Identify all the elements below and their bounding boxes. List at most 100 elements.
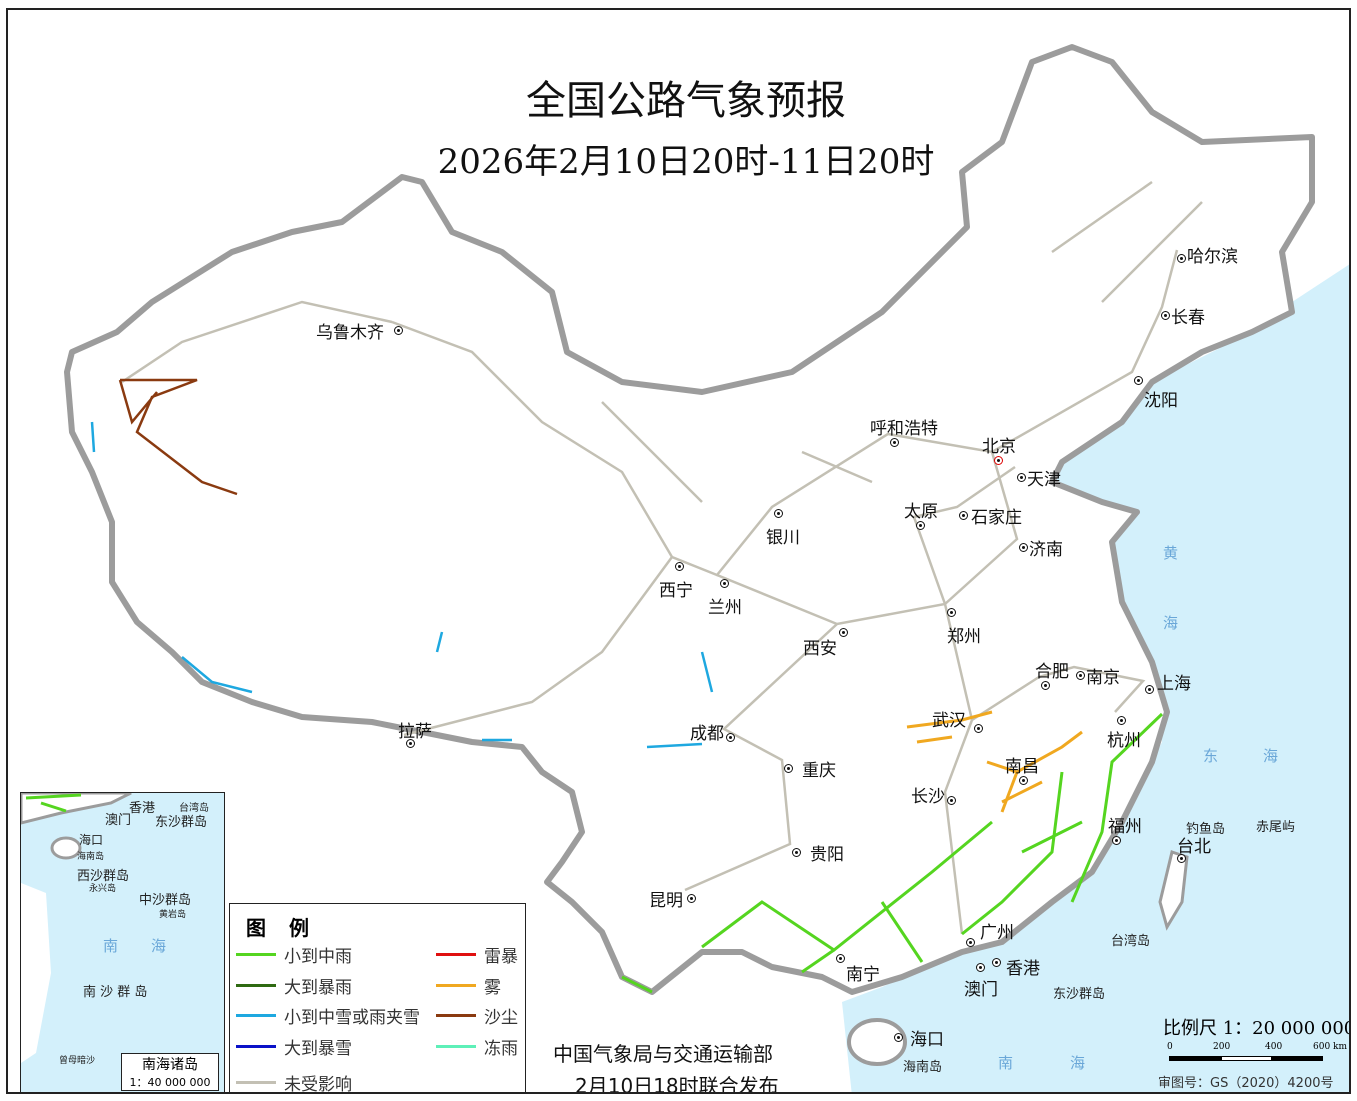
city-label: 天津 [1027, 470, 1061, 490]
city-label: 杭州 [1107, 731, 1141, 751]
roads-light-rain [621, 712, 1164, 994]
legend-label: 冻雨 [484, 1039, 518, 1059]
legend-swatch [236, 953, 276, 956]
scale-bar: 比例尺 1：20 000 000 0 200 400 600 km [1163, 1014, 1351, 1062]
sea-label: 海 [1163, 614, 1179, 632]
city-marker-icon [836, 954, 845, 963]
city-marker-icon [994, 456, 1003, 465]
inset-label: 黄岩岛 [159, 910, 187, 920]
sea-label: 海 [1263, 747, 1279, 765]
roads-sand-dust [118, 378, 238, 496]
city-marker-icon [1019, 543, 1028, 552]
city-label: 石家庄 [971, 508, 1022, 528]
legend-swatch [236, 1045, 276, 1048]
map-title: 全国公路气象预报 [526, 78, 846, 124]
city-marker-icon [1076, 671, 1085, 680]
city-label: 西宁 [659, 581, 693, 601]
inset-label: 东沙群岛 [155, 815, 208, 830]
publisher: 中国气象局与交通运输部 [553, 1042, 773, 1066]
legend-item: 沙尘 [436, 1003, 518, 1028]
roads-unaffected [121, 180, 1203, 935]
legend-title: 图 例 [246, 916, 317, 940]
city-label: 武汉 [932, 711, 966, 731]
south-china-sea-inset: 香港 澳门 台湾岛 东沙群岛 海口 海南岛 西沙群岛 永兴岛 中沙群岛 黄岩岛南 海南 沙 群 岛曾… [20, 792, 225, 1092]
inset-label: 曾母暗沙 [59, 1056, 96, 1066]
city-label: 北京 [982, 437, 1016, 457]
roads-light-snow [90, 421, 714, 749]
map-subtitle: 2026年2月10日20时-11日20时 [437, 142, 935, 182]
sea-label: 东 [1203, 747, 1219, 765]
sea-label: 海 [1070, 1054, 1086, 1072]
city-label: 成都 [690, 724, 724, 744]
city-marker-icon [675, 562, 684, 571]
legend-item: 大到暴雨 [236, 973, 352, 998]
island-label: 台湾岛 [1111, 934, 1151, 949]
city-marker-icon [1017, 473, 1026, 482]
scale-tick: 200 [1213, 1042, 1231, 1052]
city-marker-icon [1145, 685, 1154, 694]
legend-swatch [236, 1014, 276, 1017]
city-marker-icon [1161, 311, 1170, 320]
city-label: 兰州 [708, 598, 742, 618]
roads-fog [906, 710, 1083, 813]
city-marker-icon [1134, 376, 1143, 385]
city-label: 上海 [1157, 674, 1191, 694]
city-marker-icon [720, 579, 729, 588]
legend-item: 小到中雨 [236, 942, 352, 967]
inset-label: 南 [103, 937, 119, 955]
island-label: 赤尾屿 [1256, 820, 1296, 835]
city-marker-icon [916, 521, 925, 530]
city-marker-icon [839, 628, 848, 637]
inset-scale: 1：40 000 000 [129, 1076, 211, 1089]
city-label: 香港 [1006, 959, 1040, 979]
city-label: 贵阳 [810, 845, 844, 865]
legend-label: 未受影响 [284, 1075, 352, 1094]
legend-label: 沙尘 [484, 1008, 518, 1028]
scale-tick: 600 km [1313, 1042, 1348, 1052]
city-label: 太原 [904, 502, 938, 522]
legend-label: 雷暴 [484, 947, 518, 967]
city-marker-icon [1177, 854, 1186, 863]
city-marker-icon [992, 958, 1001, 967]
inset-label: 永兴岛 [89, 884, 117, 894]
legend-item: 未受影响 [236, 1070, 352, 1094]
hainan-island [847, 1018, 907, 1066]
city-marker-icon [784, 764, 793, 773]
city-label: 重庆 [802, 761, 836, 781]
city-label: 沈阳 [1144, 391, 1178, 411]
legend-swatch [436, 1014, 476, 1017]
inset-label: 香港 [129, 801, 156, 816]
inset-caption-box: 南海诸岛 1：40 000 000 [121, 1053, 219, 1091]
publish-time: 2月10日18时联合发布 [575, 1074, 779, 1094]
city-marker-icon [1177, 254, 1186, 263]
scale-label: 比例尺 1：20 000 000 [1163, 1018, 1351, 1039]
inset-label: 海 [151, 937, 167, 955]
city-label: 拉萨 [398, 722, 432, 742]
city-marker-icon [894, 1033, 903, 1042]
city-marker-icon [1112, 836, 1121, 845]
sea-label: 黄 [1163, 544, 1179, 562]
sea-label: 南 [998, 1054, 1014, 1072]
island-label: 海南岛 [903, 1060, 943, 1075]
city-label: 福州 [1108, 817, 1142, 837]
inset-label: 南 沙 群 岛 [83, 985, 148, 1000]
city-marker-icon [947, 796, 956, 805]
city-marker-icon [959, 511, 968, 520]
china-border [64, 44, 1315, 995]
city-marker-icon [406, 739, 415, 748]
city-label: 澳门 [964, 980, 998, 1000]
legend-label: 小到中雨 [284, 947, 352, 967]
city-marker-icon [687, 894, 696, 903]
legend-item: 小到中雪或雨夹雪 [236, 1003, 420, 1028]
legend-item: 大到暴雪 [236, 1034, 352, 1059]
sea-area [842, 264, 1349, 1092]
legend: 图 例 小到中雨 大到暴雨 小到中雪或雨夹雪 大到暴雪 未受影响 雷暴雾沙尘 冻雨 [229, 903, 526, 1094]
island-label: 东沙群岛 [1053, 987, 1106, 1002]
city-label: 南昌 [1005, 757, 1039, 777]
city-label: 济南 [1029, 540, 1063, 560]
city-label: 海口 [910, 1030, 944, 1050]
city-label: 乌鲁木齐 [316, 323, 384, 343]
legend-swatch [236, 1081, 276, 1084]
scale-tick: 400 [1265, 1042, 1283, 1052]
legend-item: 冻雨 [436, 1034, 518, 1059]
